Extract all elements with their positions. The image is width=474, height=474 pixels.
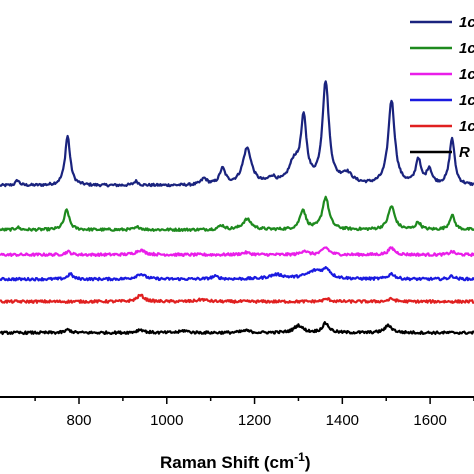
- x-axis-title-main: Raman Shift (cm: [160, 453, 294, 472]
- x-tick-label: 800: [66, 412, 91, 429]
- spectrum-line-6: [0, 321, 474, 336]
- x-axis-ticks: 800 1000 1200 1400 1600: [34, 397, 474, 429]
- x-tick-label: 1200: [238, 412, 271, 429]
- x-tick-label: 1400: [326, 412, 359, 429]
- spectrum-line-2: [0, 195, 474, 232]
- x-tick-label: 1600: [413, 412, 446, 429]
- legend-label-2: 1c: [459, 40, 474, 57]
- x-axis-title-close: ): [305, 453, 311, 472]
- legend-label-6: R: [459, 144, 470, 161]
- x-tick-label: 1000: [150, 412, 183, 429]
- legend-label-3: 1c: [459, 66, 474, 83]
- x-axis-title: Raman Shift (cm-1): [160, 450, 310, 472]
- legend-label-5: 1c: [459, 118, 474, 135]
- x-axis-title-superscript: -1: [294, 450, 305, 464]
- legend-label-1: 1c: [459, 14, 474, 31]
- legend-label-4: 1c: [459, 92, 474, 109]
- spectrum-line-1: [0, 80, 474, 188]
- spectrum-line-5: [0, 293, 474, 304]
- spectrum-line-4: [0, 266, 474, 282]
- spectra-series-group: [0, 80, 474, 336]
- legend: 1c 1c 1c 1c 1c R: [410, 14, 474, 161]
- spectrum-line-3: [0, 246, 474, 257]
